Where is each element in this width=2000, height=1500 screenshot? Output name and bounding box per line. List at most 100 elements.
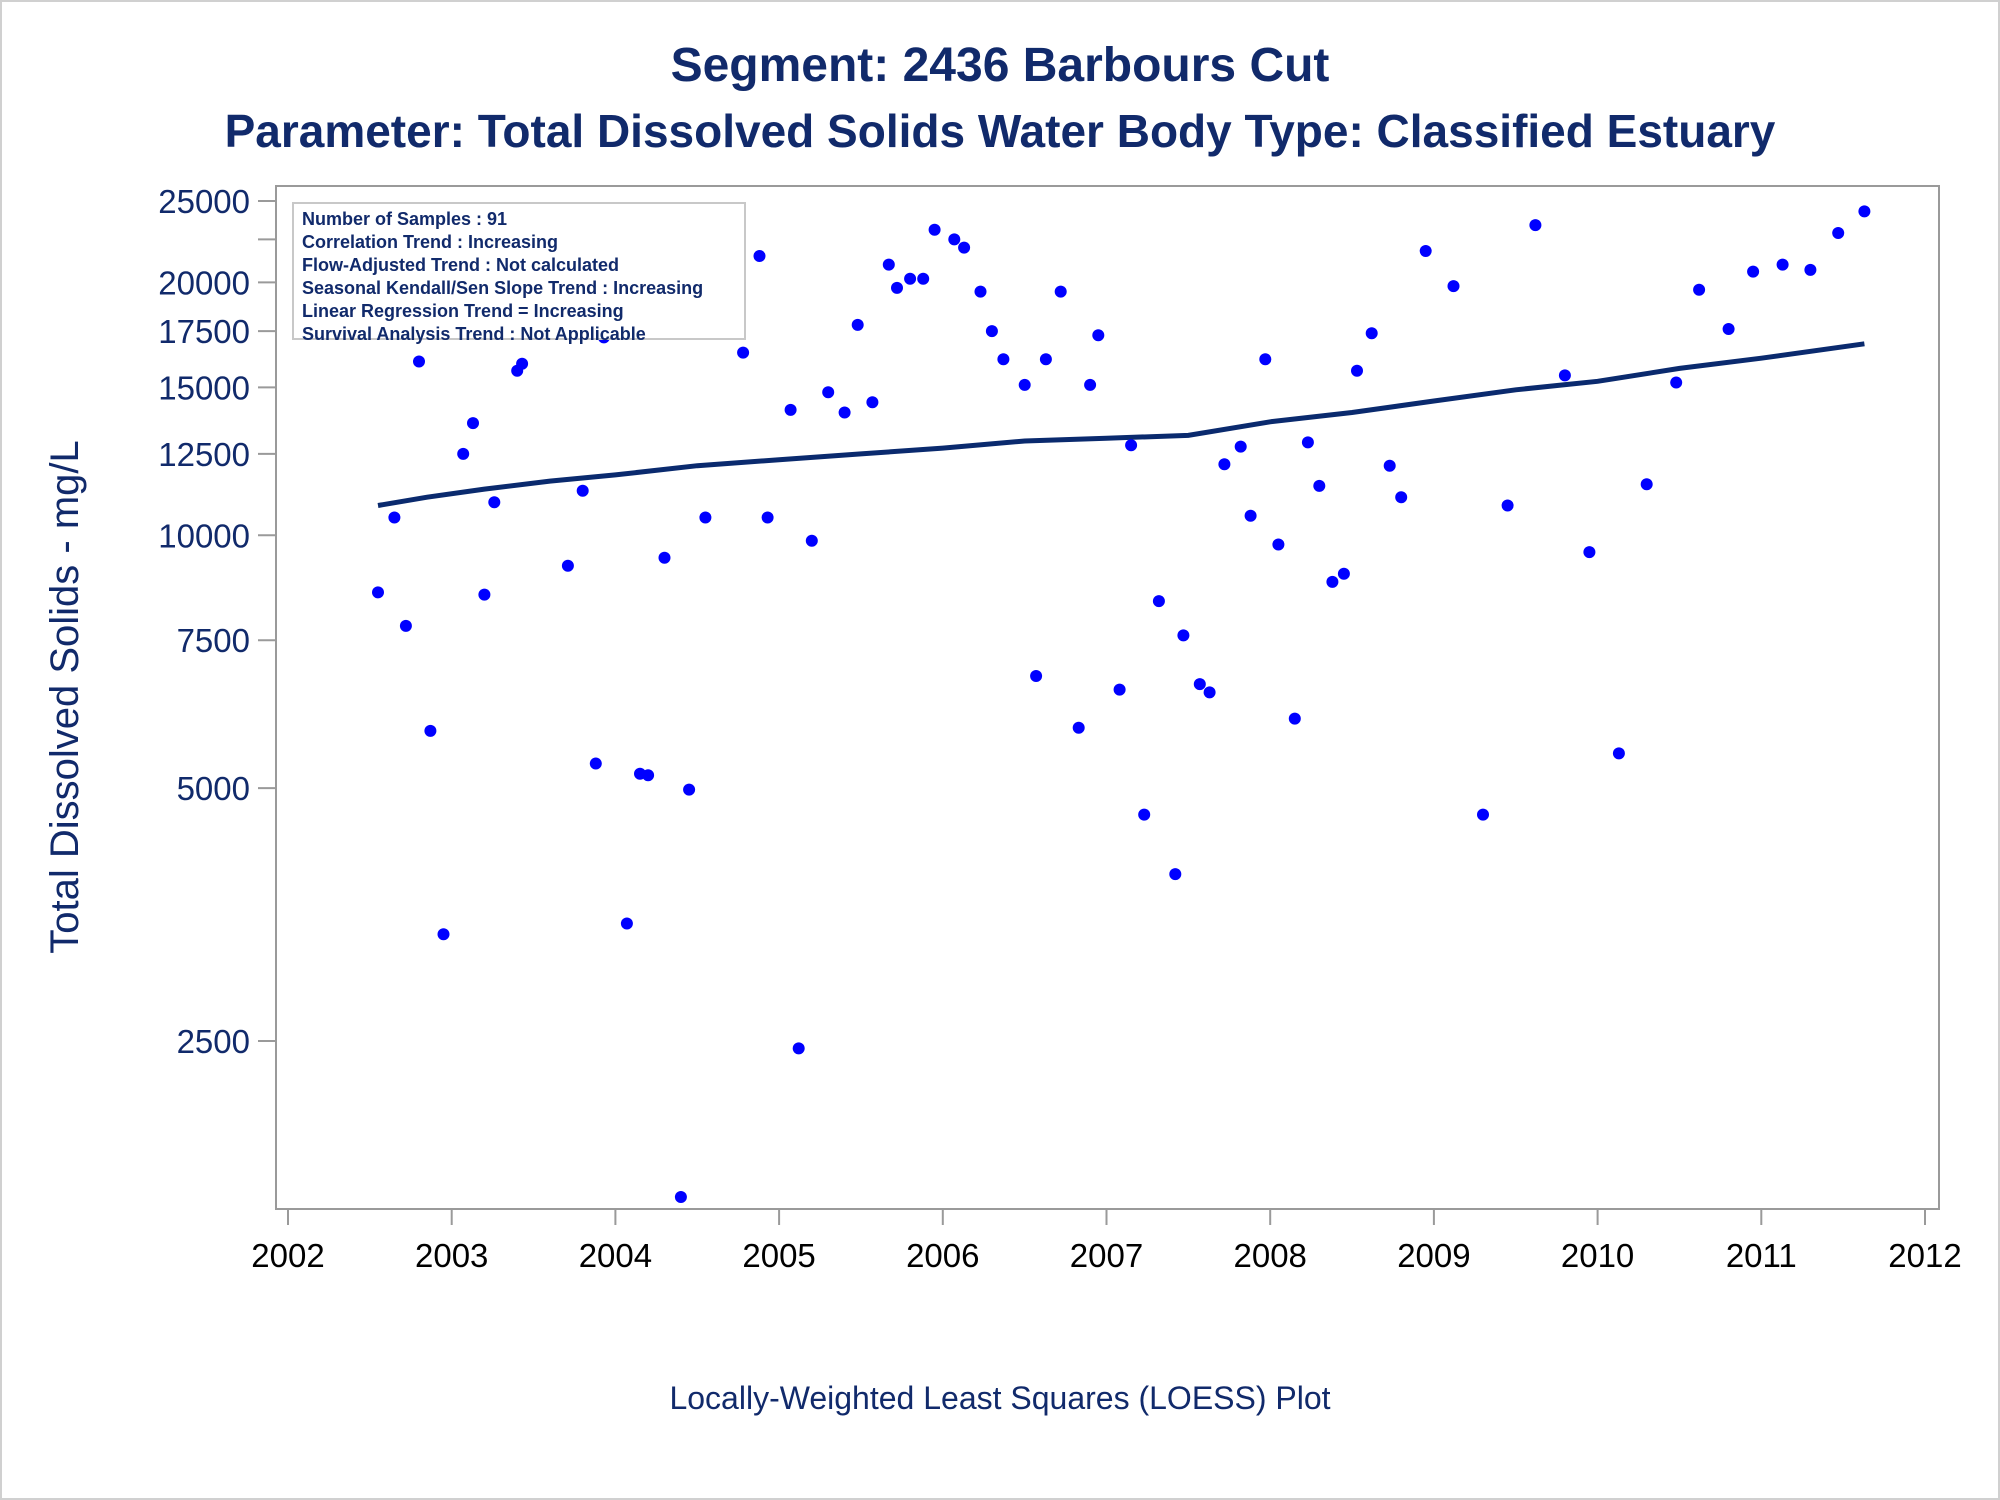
data-point [822, 386, 835, 399]
data-point [1395, 491, 1408, 504]
stat-correlation-trend: Correlation Trend : Increasing [302, 232, 559, 252]
data-point [437, 928, 450, 941]
data-point [1193, 678, 1206, 691]
data-point [737, 346, 750, 359]
data-point [1419, 245, 1432, 257]
y-tick-label: 20000 [158, 264, 250, 301]
data-point [1383, 459, 1396, 472]
data-point [658, 551, 671, 564]
plot-footnote: Locally-Weighted Least Squares (LOESS) P… [669, 1380, 1331, 1416]
x-tick-label: 2012 [1888, 1237, 1961, 1274]
data-point [1203, 686, 1216, 699]
y-tick-label: 5000 [177, 770, 250, 807]
data-point [958, 241, 971, 254]
data-point [1858, 205, 1871, 218]
y-tick-label: 17500 [158, 313, 250, 350]
data-point [792, 1042, 805, 1055]
data-point [1640, 478, 1653, 491]
y-tick-label: 10000 [158, 517, 250, 554]
data-point [1301, 436, 1314, 449]
data-point [1337, 567, 1350, 580]
data-point [478, 588, 491, 601]
data-point [1138, 808, 1151, 821]
data-point [1018, 378, 1031, 391]
data-point [1693, 283, 1706, 296]
data-point [838, 406, 851, 419]
x-tick-label: 2004 [579, 1237, 652, 1274]
data-point [1501, 499, 1514, 512]
data-point [561, 559, 574, 572]
data-point [1259, 353, 1272, 366]
data-point [805, 534, 818, 547]
x-tick-label: 2011 [1726, 1237, 1797, 1274]
stat-survival-analysis-trend: Survival Analysis Trend : Not Applicable [302, 324, 646, 344]
data-points [372, 205, 1871, 1203]
data-point [851, 318, 864, 331]
data-point [413, 355, 425, 368]
data-point [1244, 509, 1257, 522]
data-point [1612, 747, 1625, 760]
data-point [399, 619, 412, 632]
data-point [784, 403, 797, 416]
data-point [866, 396, 879, 409]
data-point [1477, 808, 1489, 821]
y-axis-label: Total Dissolved Solids - mg/L [43, 440, 87, 954]
data-point [372, 586, 384, 599]
stat-seasonal-kendall-trend: Seasonal Kendall/Sen Slope Trend : Incre… [302, 278, 704, 298]
y-tick-label: 7500 [177, 622, 250, 659]
x-axis: 2002 2003 2004 2005 2006 2007 2008 2009 2010 2011… [251, 1209, 1962, 1274]
data-point [467, 417, 479, 430]
data-point [1529, 219, 1542, 232]
data-point [1092, 329, 1105, 342]
data-point [1722, 323, 1735, 335]
data-point [1125, 439, 1138, 452]
data-point [1313, 479, 1326, 492]
trend-stats-box: Number of Samples : 91 Correlation Trend… [292, 202, 746, 344]
data-point [516, 357, 529, 370]
x-tick-label: 2002 [251, 1237, 324, 1274]
data-point [1326, 575, 1339, 588]
data-point [1113, 683, 1126, 696]
data-point [985, 325, 998, 338]
data-point [1152, 595, 1165, 608]
data-point [589, 757, 602, 770]
data-point [1288, 712, 1301, 725]
data-point [1583, 546, 1596, 559]
data-point [1169, 868, 1182, 881]
stat-sample-count: Number of Samples : 91 [302, 209, 508, 229]
data-point [974, 285, 987, 298]
data-point [1234, 440, 1247, 453]
data-point [1084, 378, 1097, 391]
data-point [882, 258, 895, 271]
chart-subtitle: Parameter: Total Dissolved Solids Water … [224, 105, 1776, 157]
data-point [1177, 629, 1190, 642]
y-tick-label: 12500 [158, 436, 250, 473]
data-point [891, 281, 903, 294]
chart-title: Segment: 2436 Barbours Cut [670, 39, 1330, 92]
data-point [1747, 265, 1760, 278]
data-point [1804, 263, 1817, 276]
data-point [1776, 258, 1789, 271]
data-point [753, 250, 766, 262]
x-tick-label: 2007 [1070, 1237, 1143, 1274]
x-tick-label: 2010 [1561, 1237, 1634, 1274]
data-point [904, 272, 917, 285]
stat-linear-regression-trend: Linear Regression Trend = Increasing [302, 301, 624, 321]
data-point [1218, 458, 1231, 471]
data-point [388, 511, 401, 524]
data-point [1832, 227, 1845, 239]
y-tick-label: 2500 [177, 1023, 250, 1060]
x-tick-label: 2005 [742, 1237, 815, 1274]
data-point [488, 496, 501, 509]
data-point [917, 272, 930, 285]
y-tick-label: 25000 [158, 183, 250, 220]
data-point [642, 769, 655, 782]
data-point [1030, 670, 1043, 682]
data-point [1365, 327, 1378, 340]
data-point [761, 511, 774, 524]
data-point [928, 223, 941, 236]
x-tick-label: 2003 [415, 1237, 488, 1274]
x-tick-label: 2009 [1397, 1237, 1470, 1274]
data-point [948, 233, 961, 246]
